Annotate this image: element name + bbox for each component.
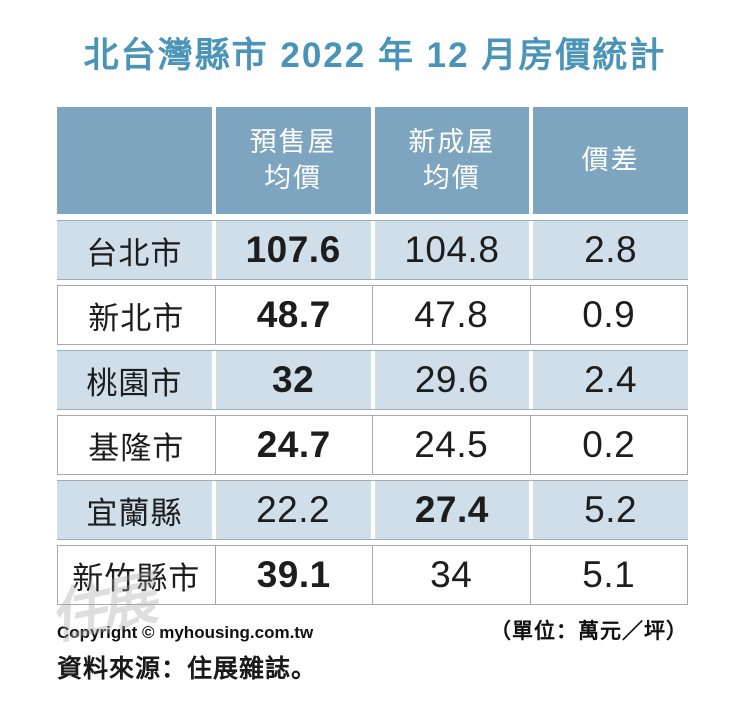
header-cell-price-diff: 價差 [533,107,688,214]
copyright-text: Copyright © myhousing.com.tw [57,623,314,642]
table-row-yilan: 宜蘭縣 22.2 27.4 5.2 [57,480,688,540]
diff-value: 2.8 [533,221,688,279]
table-header-row: 預售屋 均價 新成屋 均價 價差 [57,107,688,214]
diff-value: 5.1 [529,546,688,604]
diff-value: 2.4 [533,351,688,409]
source-note: 資料來源：住展雜誌。 [57,655,318,683]
diff-value: 0.9 [529,286,688,344]
presale-value: 48.7 [214,286,373,344]
diff-value: 5.2 [533,481,688,539]
row-label: 台北市 [57,221,212,279]
table-row-newtaipei: 新北市 48.7 47.8 0.9 [57,285,688,345]
presale-value: 39.1 [214,546,373,604]
diff-value: 0.2 [529,416,688,474]
presale-value: 24.7 [214,416,373,474]
infographic-page: 北台灣縣市 2022 年 12 月房價統計 預售屋 均價 新成屋 均價 價差 台… [0,27,750,705]
row-label: 基隆市 [88,430,185,466]
row-label: 新北市 [88,300,185,336]
table-row-taoyuan: 桃園市 32 29.6 2.4 [57,350,688,410]
newhome-value: 27.4 [374,481,530,539]
presale-value: 32 [215,351,371,409]
newhome-value: 29.6 [374,351,530,409]
newhome-value: 24.5 [372,416,530,474]
table-row-taipei: 台北市 107.6 104.8 2.8 [57,220,688,280]
header-cell-presale-avg: 預售屋 均價 [215,107,371,214]
row-label: 宜蘭縣 [57,481,212,539]
unit-note: （單位：萬元／坪） [490,620,688,643]
presale-value: 22.2 [215,481,371,539]
newhome-value: 34 [372,546,530,604]
row-label: 新竹縣市 [72,560,201,596]
presale-value: 107.6 [215,221,371,279]
table-row-keelung: 基隆市 24.7 24.5 0.2 [57,415,688,475]
newhome-value: 47.8 [372,286,530,344]
newhome-value: 104.8 [374,221,530,279]
footer-line: Copyright © myhousing.com.tw （單位：萬元／坪） [57,615,688,645]
page-title: 北台灣縣市 2022 年 12 月房價統計 [83,36,667,75]
price-table: 預售屋 均價 新成屋 均價 價差 台北市 107.6 104.8 2.8 新北市… [57,107,688,610]
table-row-hsinchu: 新竹縣市 39.1 34 5.1 [57,545,688,605]
header-cell-newhome-avg: 新成屋 均價 [374,107,530,214]
row-label: 桃園市 [57,351,212,409]
header-cell-region [57,107,212,214]
